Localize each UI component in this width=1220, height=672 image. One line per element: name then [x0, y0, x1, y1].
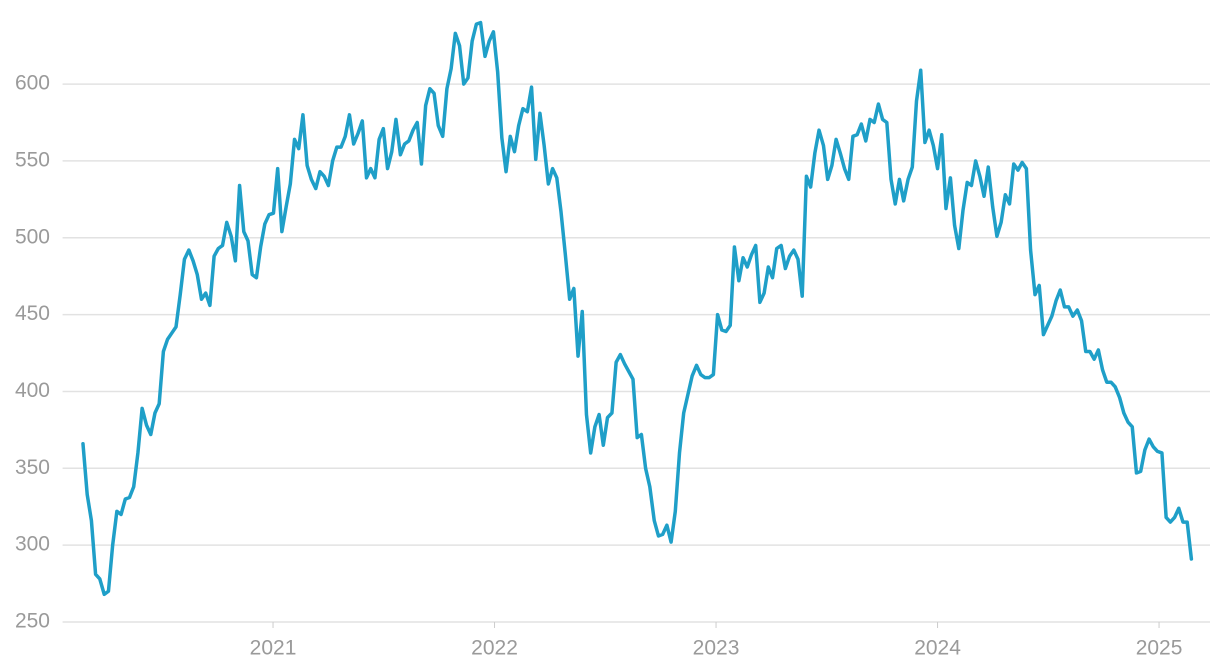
y-tick-label: 350 [15, 456, 50, 479]
x-tick-label: 2022 [471, 637, 518, 660]
y-tick-label: 600 [15, 72, 50, 95]
y-tick-label: 300 [15, 533, 50, 556]
y-tick-label: 500 [15, 225, 50, 248]
x-tick-label: 2023 [693, 637, 740, 660]
y-tick-label: 450 [15, 302, 50, 325]
x-tick-label: 2024 [914, 637, 961, 660]
y-tick-label: 400 [15, 379, 50, 402]
y-tick-label: 250 [15, 610, 50, 633]
y-tick-label: 550 [15, 148, 50, 171]
x-tick-label: 2021 [250, 637, 297, 660]
x-tick-label: 2025 [1136, 637, 1183, 660]
line [81, 20, 1194, 597]
